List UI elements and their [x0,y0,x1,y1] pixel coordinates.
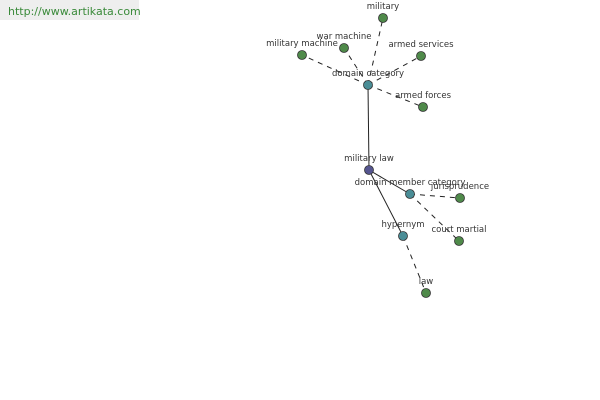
node[interactable] [416,51,426,61]
edge [409,193,460,242]
node-label[interactable]: military machine [266,39,338,49]
node[interactable] [455,193,465,203]
node-label[interactable]: domain member category [355,178,466,188]
node[interactable] [378,13,388,23]
node[interactable] [297,50,307,60]
edge [368,169,404,237]
node-label[interactable]: hypernym [381,220,424,230]
node-label[interactable]: military [367,2,399,12]
edges [301,17,461,294]
node[interactable] [339,43,349,53]
nodes: military law domain category domain member… [266,2,489,298]
node-label[interactable]: armed forces [395,91,452,101]
node-label[interactable]: law [419,277,434,287]
edge [343,47,369,86]
node[interactable] [363,80,373,90]
edge [367,55,422,86]
node-label[interactable]: domain category [332,69,404,79]
node-label[interactable]: war machine [317,32,372,42]
node[interactable] [364,165,374,175]
node-label[interactable]: court martial [431,225,486,235]
node[interactable] [405,189,415,199]
node-label[interactable]: jurisprudence [430,182,489,192]
edge [402,235,427,294]
edge [368,169,411,195]
url-box [0,0,139,20]
edge [409,193,461,199]
node[interactable] [454,236,464,246]
node[interactable] [421,288,431,298]
edge [367,84,370,171]
node-label[interactable]: armed services [388,40,454,50]
node[interactable] [418,102,428,112]
node-label[interactable]: military law [344,154,394,164]
edge [301,54,369,86]
edge [367,17,384,86]
url[interactable]: http://www.artikata.com [8,5,141,18]
node[interactable] [398,231,408,241]
